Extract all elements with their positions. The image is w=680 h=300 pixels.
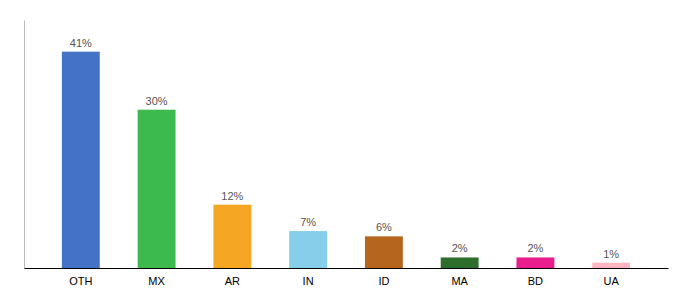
- data-label: 12%: [221, 190, 243, 202]
- x-tick-label: MX: [148, 275, 165, 287]
- bars: [62, 52, 630, 268]
- data-label: 2%: [452, 242, 468, 254]
- chart-svg: OTH MX AR IN ID MA BD UA 41% 30% 12% 7% 6% 2% 2% 1%: [0, 0, 680, 300]
- x-tick-label: BD: [528, 275, 543, 287]
- x-tick: MX: [148, 275, 165, 287]
- data-label: 41%: [70, 37, 92, 49]
- data-labels: 41% 30% 12% 7% 6% 2% 2% 1%: [70, 37, 620, 260]
- data-label: 7%: [300, 216, 316, 228]
- bar: [289, 231, 327, 268]
- x-tick: OTH: [69, 275, 92, 287]
- data-label: 2%: [527, 242, 543, 254]
- y-axis: [24, 21, 25, 269]
- data-label: 6%: [376, 221, 392, 233]
- bar: [592, 263, 630, 268]
- x-tick-label: OTH: [69, 275, 92, 287]
- data-label: 30%: [146, 95, 168, 107]
- y-axis-line: [24, 21, 25, 269]
- bar: [441, 257, 479, 268]
- plot-area: OTH MX AR IN ID MA BD UA 41% 30% 12% 7% 6% 2% 2% 1%: [25, 21, 669, 287]
- x-tick: MA: [451, 275, 468, 287]
- x-tick-label: UA: [604, 275, 620, 287]
- x-tick: UA: [604, 275, 620, 287]
- bar: [365, 236, 403, 268]
- bar: [62, 52, 100, 268]
- x-tick: IN: [303, 275, 314, 287]
- bar: [213, 205, 251, 268]
- x-tick: ID: [378, 275, 389, 287]
- bar: [138, 110, 176, 268]
- bar: [516, 257, 554, 268]
- x-tick: AR: [225, 275, 240, 287]
- data-label: 1%: [603, 248, 619, 260]
- x-tick-label: MA: [451, 275, 468, 287]
- x-tick-label: ID: [378, 275, 389, 287]
- x-tick-label: IN: [303, 275, 314, 287]
- x-tick-label: AR: [225, 275, 240, 287]
- x-tick: BD: [528, 275, 543, 287]
- x-axis: OTH MX AR IN ID MA BD UA: [25, 269, 669, 287]
- x-axis-line: [25, 268, 669, 269]
